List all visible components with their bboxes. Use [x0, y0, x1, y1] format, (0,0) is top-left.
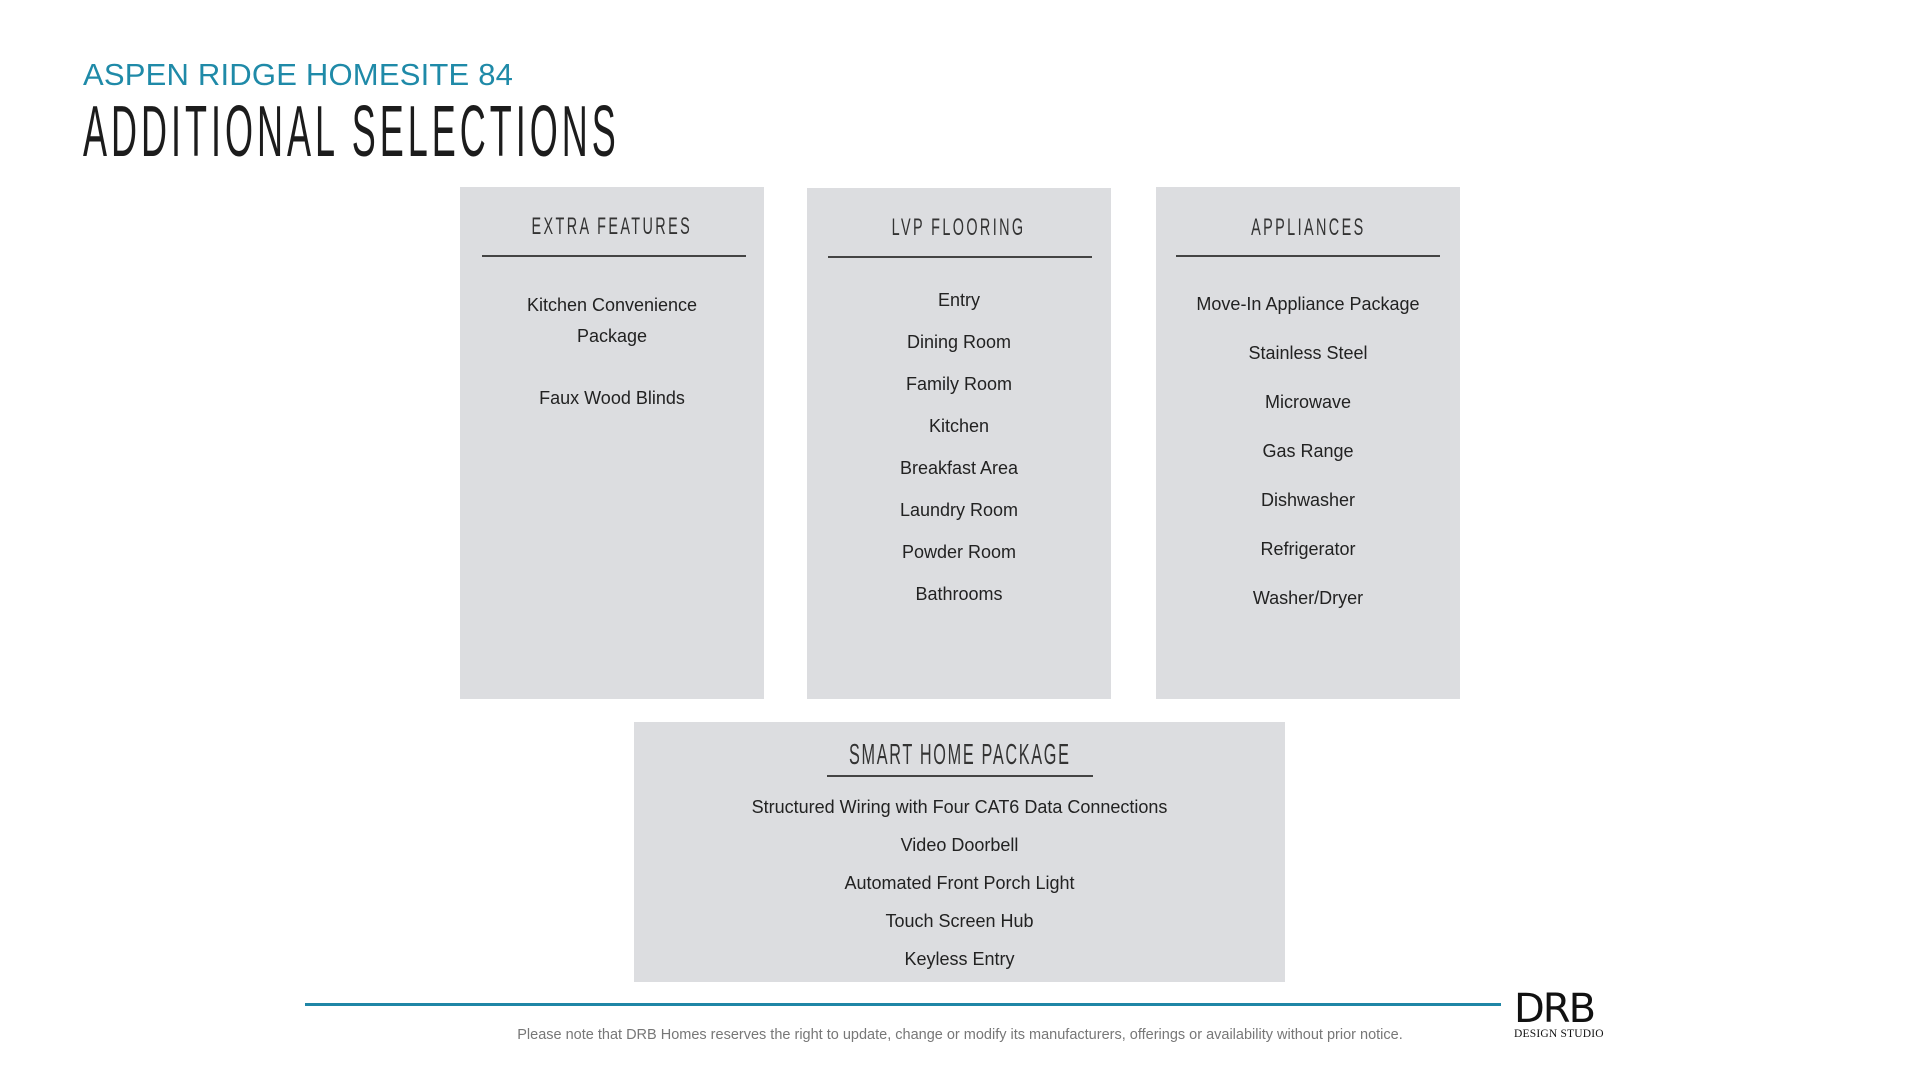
- list-item: Faux Wood Blinds: [539, 388, 685, 408]
- list-item: Stainless Steel: [1248, 343, 1368, 363]
- list-item: Entry: [937, 290, 980, 310]
- footer-divider: [305, 1003, 1501, 1006]
- panel-heading: SMART HOME PACKAGE: [848, 739, 1071, 771]
- list-item: Touch Screen Hub: [885, 911, 1034, 931]
- list-item: Kitchen Convenience: [526, 295, 698, 315]
- list-item: Keyless Entry: [904, 949, 1015, 969]
- list-item: Package: [576, 326, 648, 346]
- lvp-flooring-panel: LVP FLOORING Entry Dining Room Family Ro…: [807, 188, 1111, 699]
- list-item: Laundry Room: [899, 500, 1019, 520]
- list-item: Refrigerator: [1260, 539, 1356, 559]
- logo-mark: DRB: [1514, 986, 1596, 1032]
- heading-divider: [482, 255, 746, 257]
- list-item: Video Doorbell: [900, 835, 1019, 855]
- list-item: Bathrooms: [915, 584, 1003, 604]
- list-item: Family Room: [905, 374, 1012, 394]
- appliances-panel: APPLIANCES Move-In Appliance Package Sta…: [1156, 187, 1460, 699]
- disclaimer-note: Please note that DRB Homes reserves the …: [517, 1027, 1403, 1043]
- heading-divider: [828, 256, 1092, 258]
- list-item: Washer/Dryer: [1252, 588, 1364, 608]
- logo-subtext: DESIGN STUDIO: [1514, 1028, 1604, 1040]
- panel-heading: APPLIANCES: [1250, 214, 1366, 241]
- extra-features-panel: EXTRA FEATURES Kitchen Convenience Packa…: [460, 187, 764, 699]
- list-item: Move-In Appliance Package: [1196, 294, 1420, 314]
- panel-heading: EXTRA FEATURES: [531, 213, 693, 240]
- drb-design-studio-logo: DRB DESIGN STUDIO: [1514, 986, 1610, 1046]
- list-item: Automated Front Porch Light: [844, 873, 1075, 893]
- list-item: Breakfast Area: [899, 458, 1019, 478]
- smart-home-panel: SMART HOME PACKAGE Structured Wiring wit…: [634, 722, 1285, 982]
- page-title: ADDITIONAL SELECTIONS: [83, 92, 620, 172]
- panel-heading: LVP FLOORING: [892, 214, 1026, 241]
- list-item: Powder Room: [901, 542, 1017, 562]
- heading-divider: [1176, 255, 1440, 257]
- list-item: Dishwasher: [1260, 490, 1356, 510]
- list-item: Dining Room: [906, 332, 1012, 352]
- list-item: Gas Range: [1262, 441, 1354, 461]
- heading-divider: [827, 775, 1093, 777]
- list-item: Kitchen: [928, 416, 990, 436]
- list-item: Structured Wiring with Four CAT6 Data Co…: [751, 797, 1168, 817]
- list-item: Microwave: [1264, 392, 1352, 412]
- community-subtitle: ASPEN RIDGE HOMESITE 84: [83, 57, 514, 92]
